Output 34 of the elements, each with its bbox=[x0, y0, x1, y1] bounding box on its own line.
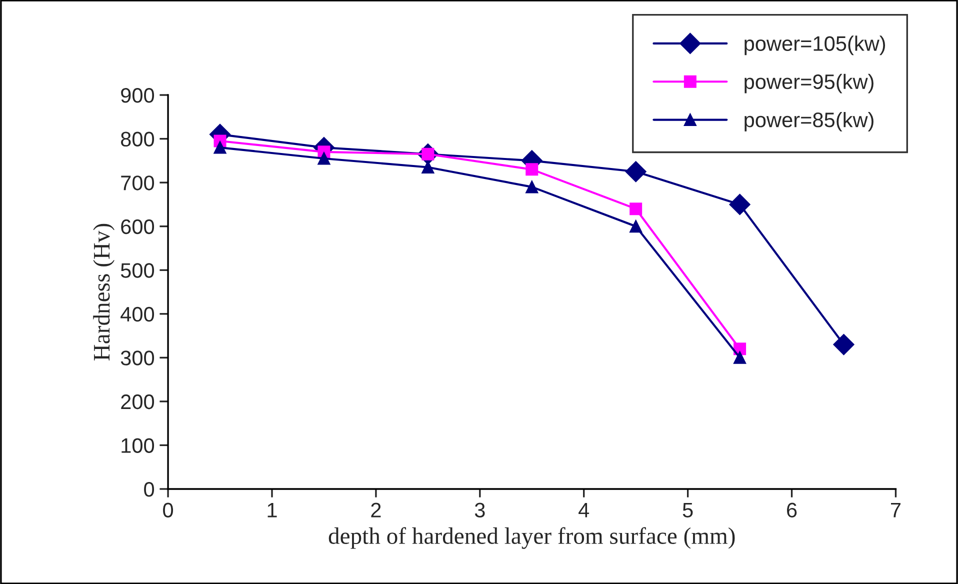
y-tick-label: 300 bbox=[120, 350, 154, 366]
point bbox=[833, 334, 854, 356]
y-axis-title: Hardness (Hv) bbox=[93, 224, 115, 360]
point bbox=[625, 161, 646, 182]
y-tick-label: 100 bbox=[122, 438, 154, 453]
legend-label: power=85(kw) bbox=[744, 112, 874, 132]
x-tick-label: 5 bbox=[682, 502, 693, 518]
point bbox=[214, 141, 226, 154]
x-tick-label: 0 bbox=[163, 502, 174, 518]
point bbox=[526, 163, 538, 176]
x-tick-label: 6 bbox=[787, 502, 797, 518]
x-tick-label: 1 bbox=[268, 502, 277, 518]
y-tick-label: 500 bbox=[120, 263, 154, 278]
point bbox=[729, 194, 750, 215]
legend-label: power=105(kw) bbox=[744, 36, 886, 56]
x-tick-label: 2 bbox=[371, 502, 381, 518]
point bbox=[630, 202, 642, 216]
y-tick-label: 700 bbox=[121, 176, 154, 190]
y-tick-label: 900 bbox=[121, 88, 154, 103]
point bbox=[526, 180, 538, 194]
legend-label: power=95(kw) bbox=[744, 74, 874, 94]
x-axis-title: depth of hardened layer from surface (mm) bbox=[328, 527, 735, 549]
y-tick-label: 400 bbox=[120, 306, 154, 322]
point bbox=[734, 351, 746, 364]
y-tick-label: 600 bbox=[121, 219, 154, 234]
x-tick-label: 7 bbox=[891, 502, 900, 518]
point bbox=[422, 160, 434, 174]
y-tick-label: 200 bbox=[121, 394, 154, 410]
y-tick-label: 0 bbox=[144, 482, 154, 497]
x-tick-label: 3 bbox=[474, 502, 485, 518]
point bbox=[318, 152, 330, 165]
x-tick-label: 4 bbox=[578, 502, 590, 518]
point bbox=[630, 220, 642, 233]
y-tick-label: 800 bbox=[120, 132, 154, 147]
